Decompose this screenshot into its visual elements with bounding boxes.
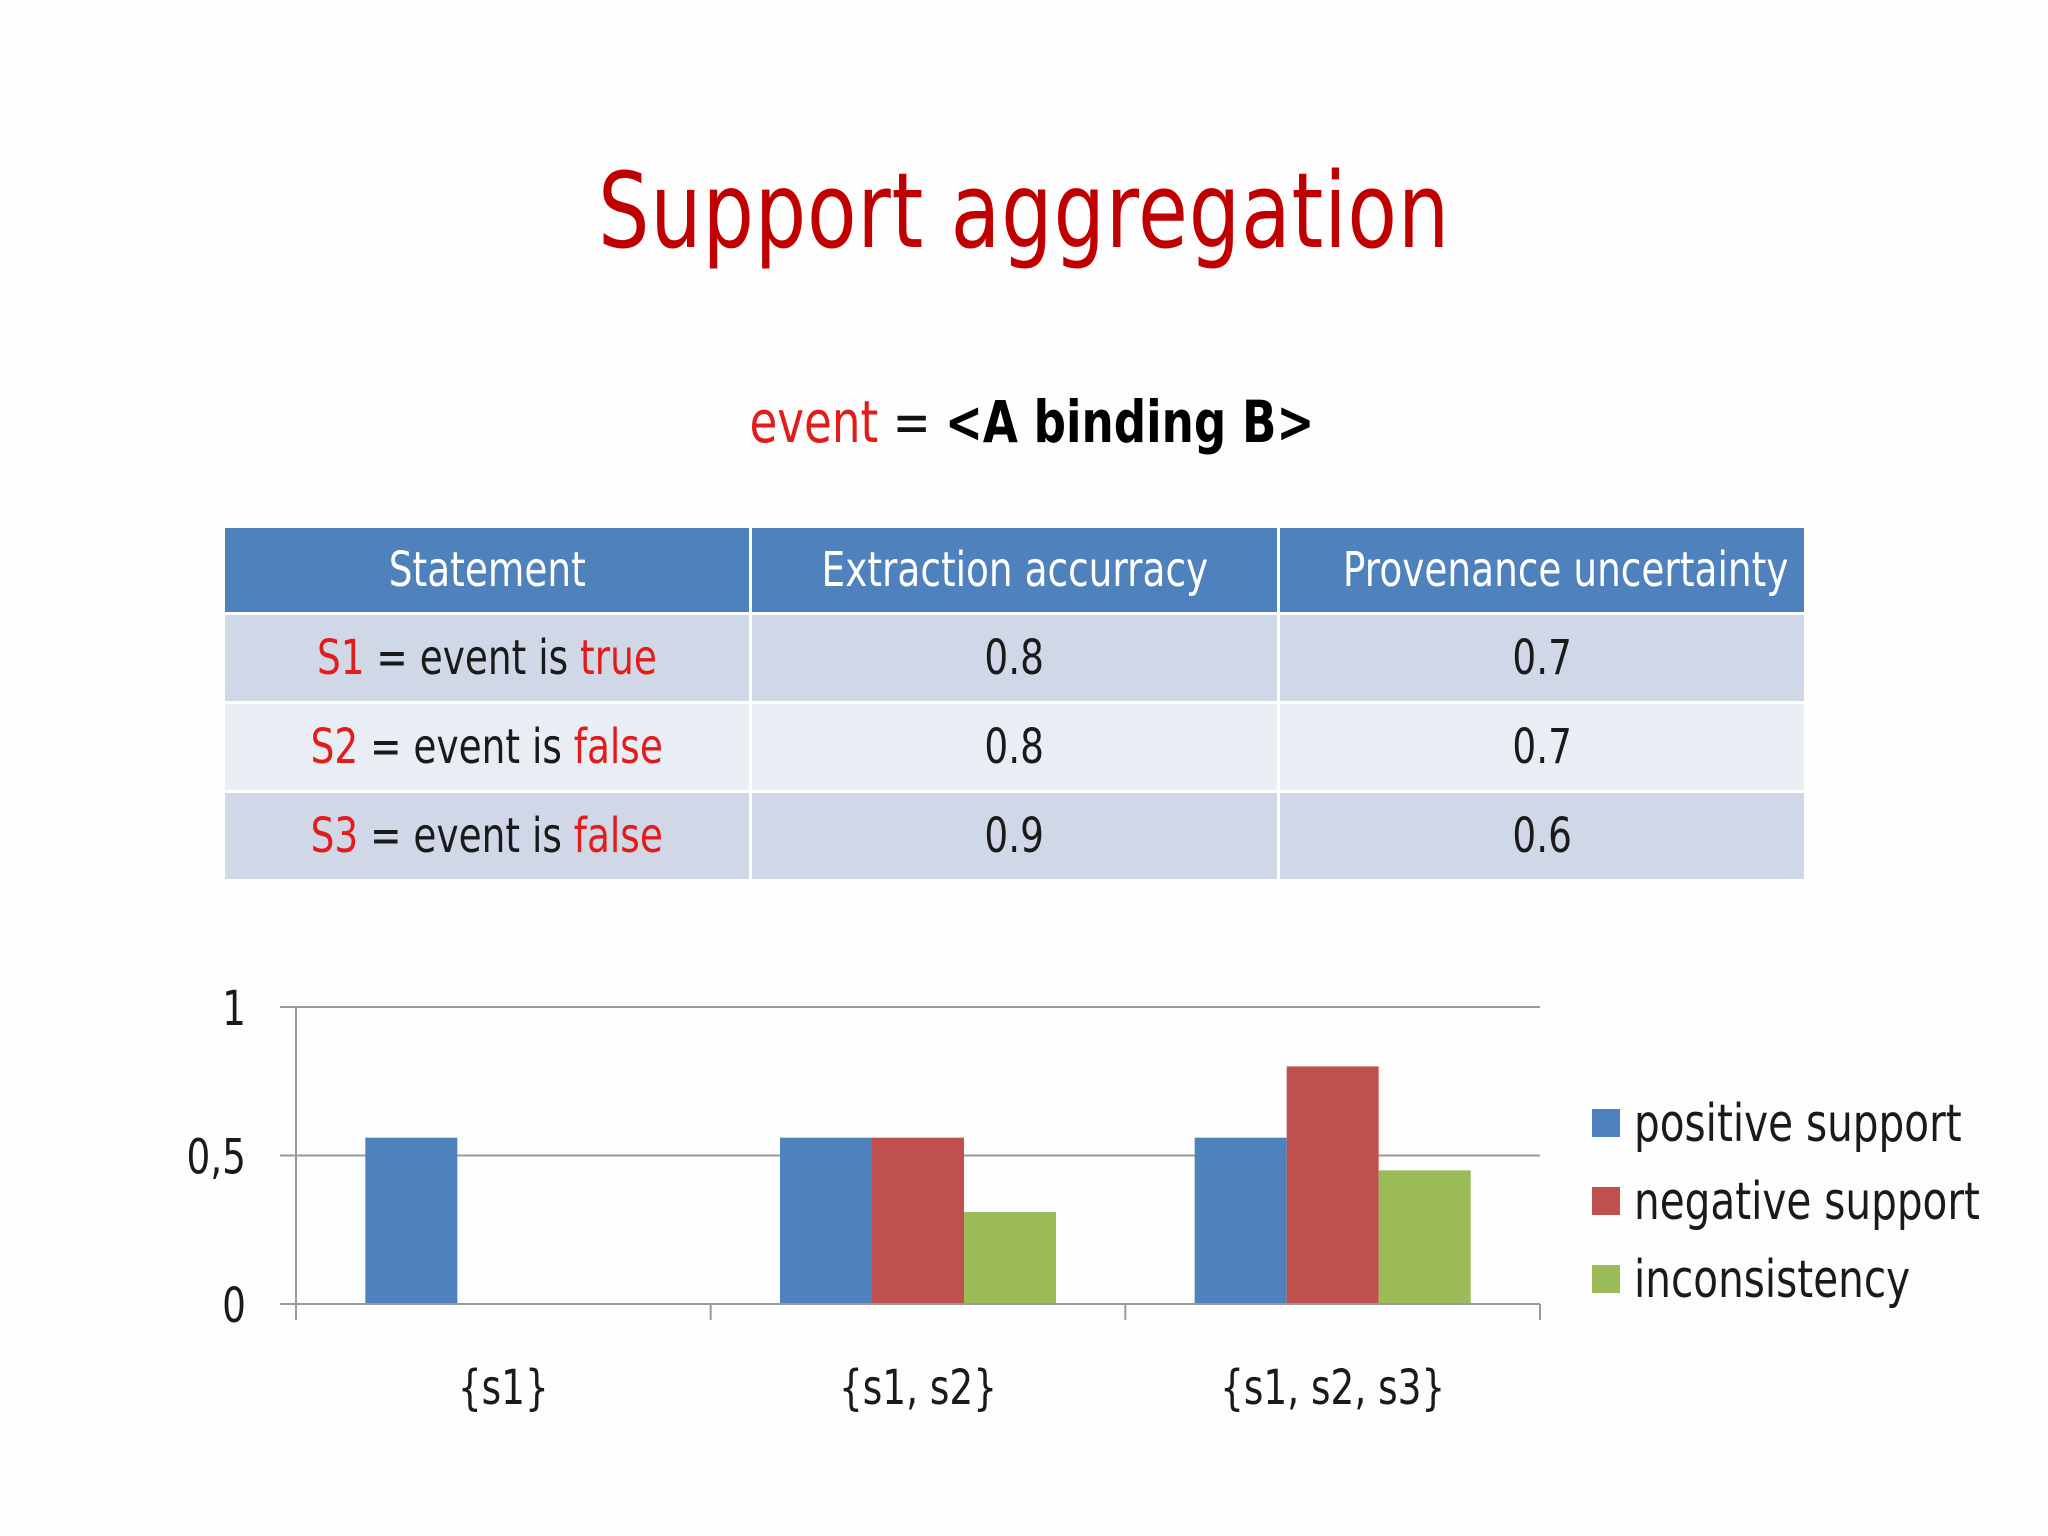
legend-swatch — [1592, 1187, 1620, 1215]
legend-label: negative support — [1634, 1171, 1980, 1231]
equals-sign: = — [892, 388, 931, 456]
header-extraction-accuracy: Extraction accurracy — [749, 525, 1280, 615]
support-bar-chart: 0 0,5 1 {s1} {s1, s2} {s1, s2, s3} positive su… — [186, 982, 1980, 1417]
statement-cell: S1 = event is true — [221, 612, 753, 704]
bar-negative-support-3 — [1286, 1066, 1379, 1304]
legend-label: inconsistency — [1634, 1249, 1910, 1309]
statement-cell: S3 = event is false — [221, 790, 753, 882]
bar-negative-support-2 — [872, 1137, 964, 1304]
statement-id: S2 — [311, 719, 359, 775]
y-tick-label: 0,5 — [186, 1130, 246, 1186]
accuracy-cell: 0.8 — [749, 701, 1280, 793]
bar-positive-support-3 — [1194, 1137, 1287, 1304]
uncertainty-cell: 0.7 — [1276, 612, 1808, 704]
statement-id: S1 — [317, 630, 365, 686]
accuracy-cell: 0.9 — [749, 790, 1280, 882]
statement-truth: true — [580, 630, 658, 686]
x-tick-label: {s1} — [458, 1361, 549, 1417]
table-row: S2 = event is false 0.8 0.7 — [221, 701, 1808, 793]
table-row: S1 = event is true 0.8 0.7 — [221, 612, 1808, 704]
x-tick-label: {s1, s2} — [839, 1361, 997, 1417]
statement-text: = event is — [364, 630, 581, 686]
statement-truth: false — [574, 719, 664, 775]
statement-id: S3 — [311, 808, 359, 864]
event-definition: event = <A binding B> — [233, 388, 1830, 456]
uncertainty-cell: 0.7 — [1276, 701, 1808, 793]
legend-swatch — [1592, 1109, 1620, 1137]
event-value: <A binding B> — [944, 388, 1315, 456]
accuracy-cell: 0.8 — [749, 612, 1280, 704]
header-provenance-uncertainty: Provenance uncertainty — [1276, 525, 1808, 615]
x-tick-label: {s1, s2, s3} — [1220, 1361, 1445, 1417]
statement-text: = event is — [358, 719, 575, 775]
event-keyword: event — [749, 388, 879, 456]
table-row: S3 = event is false 0.9 0.6 — [221, 790, 1808, 882]
header-statement: Statement — [221, 525, 753, 615]
uncertainty-cell: 0.6 — [1276, 790, 1808, 882]
statement-table: Statement Extraction accurracy Provenanc… — [221, 525, 1808, 882]
statement-text: = event is — [358, 808, 575, 864]
bar-inconsistency-2 — [964, 1211, 1056, 1304]
legend-swatch — [1592, 1265, 1620, 1293]
bar-positive-support-2 — [780, 1137, 872, 1304]
bar-positive-support-1 — [365, 1137, 458, 1304]
statement-truth: false — [574, 808, 664, 864]
y-tick-label: 0 — [222, 1279, 246, 1335]
bar-inconsistency-3 — [1378, 1170, 1471, 1304]
legend-label: positive support — [1634, 1093, 1962, 1153]
slide-title: Support aggregation — [597, 150, 1451, 272]
table-header-row: Statement Extraction accurracy Provenanc… — [221, 525, 1808, 615]
statement-cell: S2 = event is false — [221, 701, 753, 793]
y-tick-label: 1 — [222, 982, 246, 1038]
